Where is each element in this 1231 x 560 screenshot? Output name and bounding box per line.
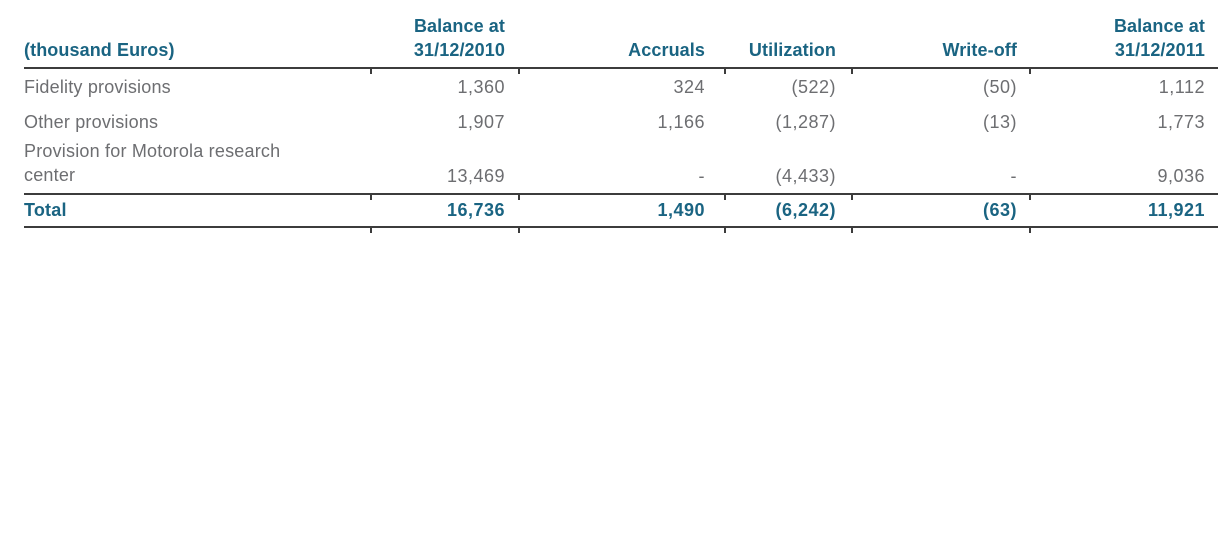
table-row-other-provisions: Other provisions 1,907 1,166 (1,287) (13… [24, 106, 1218, 139]
cell-write-off: (50) [982, 77, 1017, 97]
cell-utilization: (522) [791, 77, 836, 97]
total-label: Total [24, 200, 67, 220]
cell-write-off: (13) [982, 112, 1017, 132]
row-label: Fidelity provisions [24, 77, 171, 97]
column-tick [370, 69, 372, 74]
column-header-utilization: Utilization [748, 40, 836, 60]
column-tick [370, 195, 372, 200]
table-header-row: (thousand Euros) Balance at 31/12/2010 A… [24, 14, 1218, 67]
cell-balance-2011: 1,112 [1158, 77, 1205, 97]
column-header-balance-2011: Balance at 31/12/2011 [1031, 14, 1218, 62]
row-label: Provision for Motorola research center [24, 139, 370, 187]
column-tick [851, 195, 853, 200]
cell-balance-2011: 1,773 [1157, 112, 1205, 132]
column-tick [851, 228, 853, 233]
table-row-motorola-provision: Provision for Motorola research center 1… [24, 139, 1218, 193]
column-tick [518, 195, 520, 200]
column-header-balance-2011-line1: Balance at [1113, 16, 1205, 36]
cell-balance-2010: 13,469 [446, 166, 505, 186]
cell-balance-2010: 1,907 [457, 112, 505, 132]
column-tick [1029, 69, 1031, 74]
column-header-balance-2010: Balance at 31/12/2010 [370, 14, 518, 62]
column-tick [370, 228, 372, 233]
cell-accruals: 1,166 [657, 112, 705, 132]
row-label: Other provisions [24, 112, 159, 132]
column-tick [724, 228, 726, 233]
provisions-table: (thousand Euros) Balance at 31/12/2010 A… [24, 14, 1218, 233]
column-header-balance-2010-line2: 31/12/2010 [413, 40, 505, 60]
column-header-accruals: Accruals [628, 40, 705, 60]
header-rule [24, 67, 1218, 74]
column-header-unit: (thousand Euros) [24, 40, 175, 60]
bottom-rule [24, 226, 1218, 233]
cell-utilization: (4,433) [775, 166, 836, 186]
column-header-balance-2011-line2: 31/12/2011 [1114, 40, 1205, 60]
table-row-total: Total 16,736 1,490 (6,242) (63) 11,921 [24, 195, 1218, 226]
cell-balance-2010: 1,360 [457, 77, 505, 97]
total-utilization: (6,242) [775, 200, 836, 220]
column-tick [1029, 228, 1031, 233]
column-tick [518, 69, 520, 74]
pre-total-rule [24, 193, 1218, 200]
column-tick [724, 69, 726, 74]
column-tick [724, 195, 726, 200]
table-row-fidelity-provisions: Fidelity provisions 1,360 324 (522) (50)… [24, 69, 1218, 106]
column-tick [1029, 195, 1031, 200]
row-label-text: Provision for Motorola research center [24, 141, 281, 185]
cell-accruals: 324 [673, 77, 705, 97]
cell-accruals: - [698, 166, 705, 186]
column-header-write-off: Write-off [942, 40, 1017, 60]
cell-utilization: (1,287) [775, 112, 836, 132]
total-balance-2010: 16,736 [446, 200, 505, 220]
total-accruals: 1,490 [657, 200, 705, 220]
cell-balance-2011: 9,036 [1157, 166, 1205, 186]
column-tick [851, 69, 853, 74]
cell-write-off: - [1010, 166, 1017, 186]
column-tick [518, 228, 520, 233]
total-balance-2011: 11,921 [1147, 200, 1205, 220]
total-write-off: (63) [982, 200, 1017, 220]
column-header-balance-2010-line1: Balance at [413, 16, 505, 36]
